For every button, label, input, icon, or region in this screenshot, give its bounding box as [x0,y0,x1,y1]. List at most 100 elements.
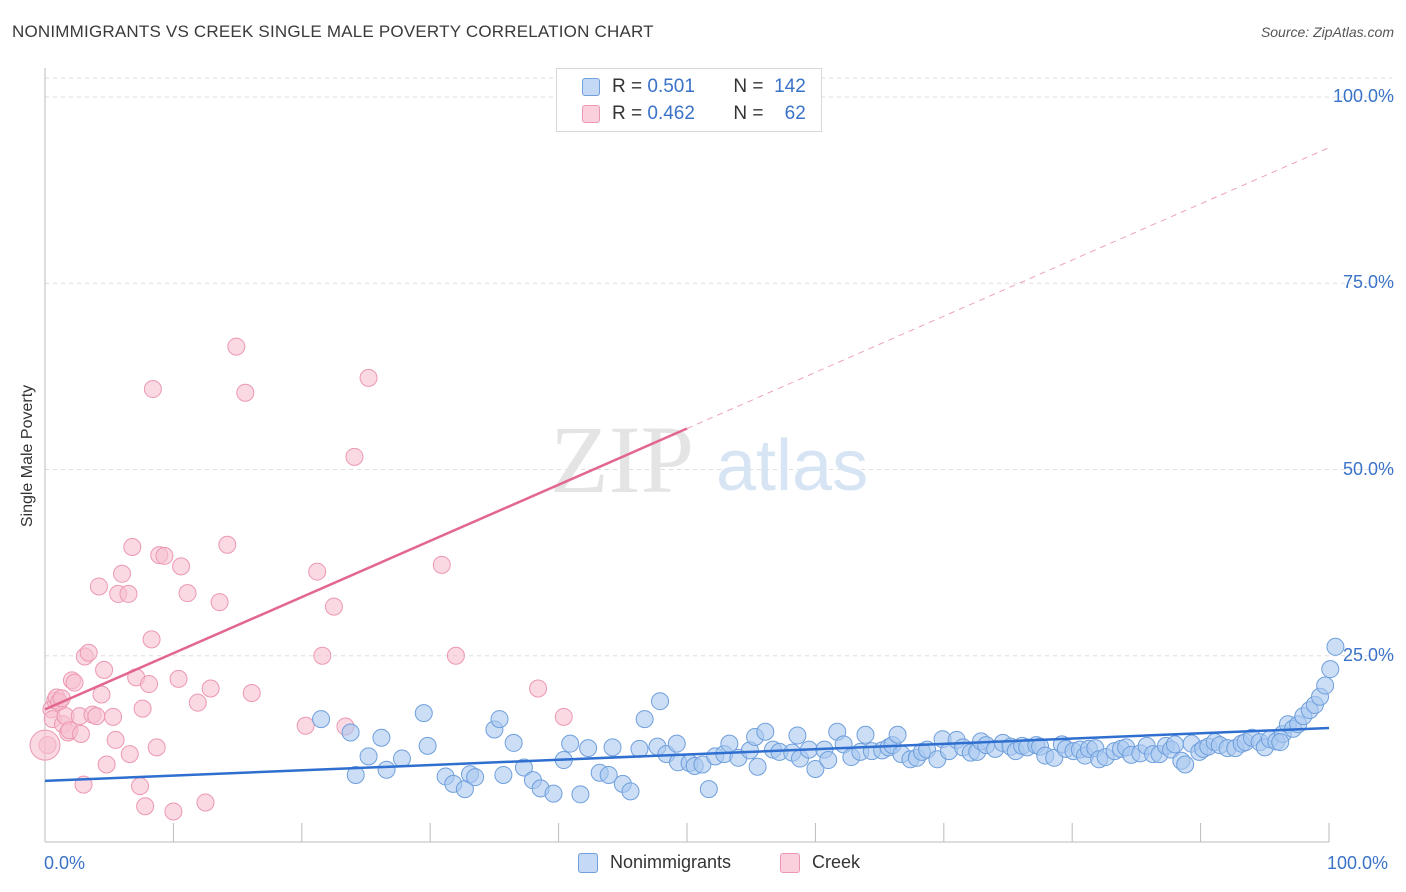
y-tick-label: 25.0% [1342,644,1394,665]
creek-point [296,716,315,735]
series-legend-nonimmigrants: Nonimmigrants [578,852,731,873]
nonimmigrants-point [392,749,411,768]
watermark-atlas: atlas [716,426,868,506]
legend-r-label: R = [612,76,643,97]
creek-point [87,707,106,726]
nonimmigrants-point [1316,676,1335,695]
nonimmigrants-point [1165,735,1184,754]
creek-point [97,755,116,774]
creek-point [169,669,188,688]
x-tick-label-max: 100.0% [1327,853,1389,873]
nonimmigrants-point [756,722,775,741]
nonimmigrants-point [372,728,391,747]
watermark: ZIP atlas [550,406,868,513]
legend-swatch-creek [582,105,600,123]
nonimmigrants-points [312,637,1345,804]
legend-n-label: N = [733,103,764,124]
series-swatch-creek [780,852,800,873]
nonimmigrants-point [544,784,563,803]
nonimmigrants-point [579,739,598,758]
creek-point [89,577,108,596]
nonimmigrants-point [1321,660,1340,679]
creek-point [178,584,197,603]
creek-point [201,679,220,698]
series-legend-creek: Creek [780,852,860,873]
creek-trend-extension [686,147,1330,429]
creek-point [155,546,174,565]
grid-lines [45,77,1392,657]
creek-point [432,555,451,574]
nonimmigrants-point [504,733,523,752]
nonimmigrants-point [635,710,654,729]
creek-point [236,383,255,402]
creek-point [308,562,327,581]
nonimmigrants-point [788,726,807,745]
creek-point [359,368,378,387]
nonimmigrants-point [312,710,331,729]
creek-point [71,724,90,743]
creek-point [446,646,465,665]
watermark-zip: ZIP [550,406,694,513]
creek-point [29,729,61,761]
legend-r-value: 0.462 [647,103,695,124]
creek-point [104,707,123,726]
nonimmigrants-point [346,765,365,784]
nonimmigrants-point [819,751,838,770]
source-credit: Source: ZipAtlas.com [1260,24,1394,40]
series-label-nonimmigrants: Nonimmigrants [610,852,732,872]
series-label-creek: Creek [812,852,861,872]
nonimmigrants-point [621,782,640,801]
nonimmigrants-point [856,725,875,744]
nonimmigrants-point [466,768,485,787]
creek-point [147,738,166,757]
nonimmigrants-point [571,785,590,804]
legend-n-value: 142 [774,76,806,97]
nonimmigrants-point [651,692,670,711]
creek-point [196,793,215,812]
nonimmigrants-point [359,747,378,766]
creek-point [242,684,261,702]
creek-point [313,646,332,665]
creek-point [554,707,573,726]
creek-point [131,777,150,796]
creek-point [164,802,183,821]
nonimmigrants-point [1176,755,1195,774]
creek-point [188,693,207,712]
nonimmigrants-point [748,757,767,776]
nonimmigrants-point [1326,637,1345,656]
creek-trend-line [44,427,688,711]
nonimmigrants-point [599,765,618,784]
creek-point [79,643,98,662]
legend-row-nonimmigrants: R = 0.501 N = 142 [582,75,806,99]
legend-swatch-nonimmigrants [582,78,600,96]
creek-point [120,745,139,764]
creek-point [143,380,162,399]
trend-lines [44,147,1330,783]
creek-point [142,630,161,649]
nonimmigrants-point [341,723,360,742]
nonimmigrants-point [561,734,580,753]
creek-point [324,597,343,616]
creek-point [106,730,125,749]
y-tick-label: 75.0% [1342,272,1394,293]
creek-point [227,337,246,356]
y-tick-label: 100.0% [1332,86,1394,106]
nonimmigrants-point [494,765,513,784]
creek-points [29,337,573,821]
nonimmigrants-point [630,739,649,758]
nonimmigrants-point [603,738,622,757]
creek-point [210,593,229,612]
series-swatch-nonimmigrants [578,852,598,873]
legend-r-value: 0.501 [647,76,695,97]
creek-point [218,535,237,554]
legend-n-label: N = [733,76,764,97]
nonimmigrants-point [414,704,433,723]
nonimmigrants-point [806,759,825,778]
nonimmigrants-trend-line [44,726,1330,783]
creek-point [123,537,142,556]
nonimmigrants-point [418,736,437,755]
creek-point [133,699,152,718]
nonimmigrants-point [490,710,509,729]
y-tick-label: 50.0% [1342,458,1394,479]
